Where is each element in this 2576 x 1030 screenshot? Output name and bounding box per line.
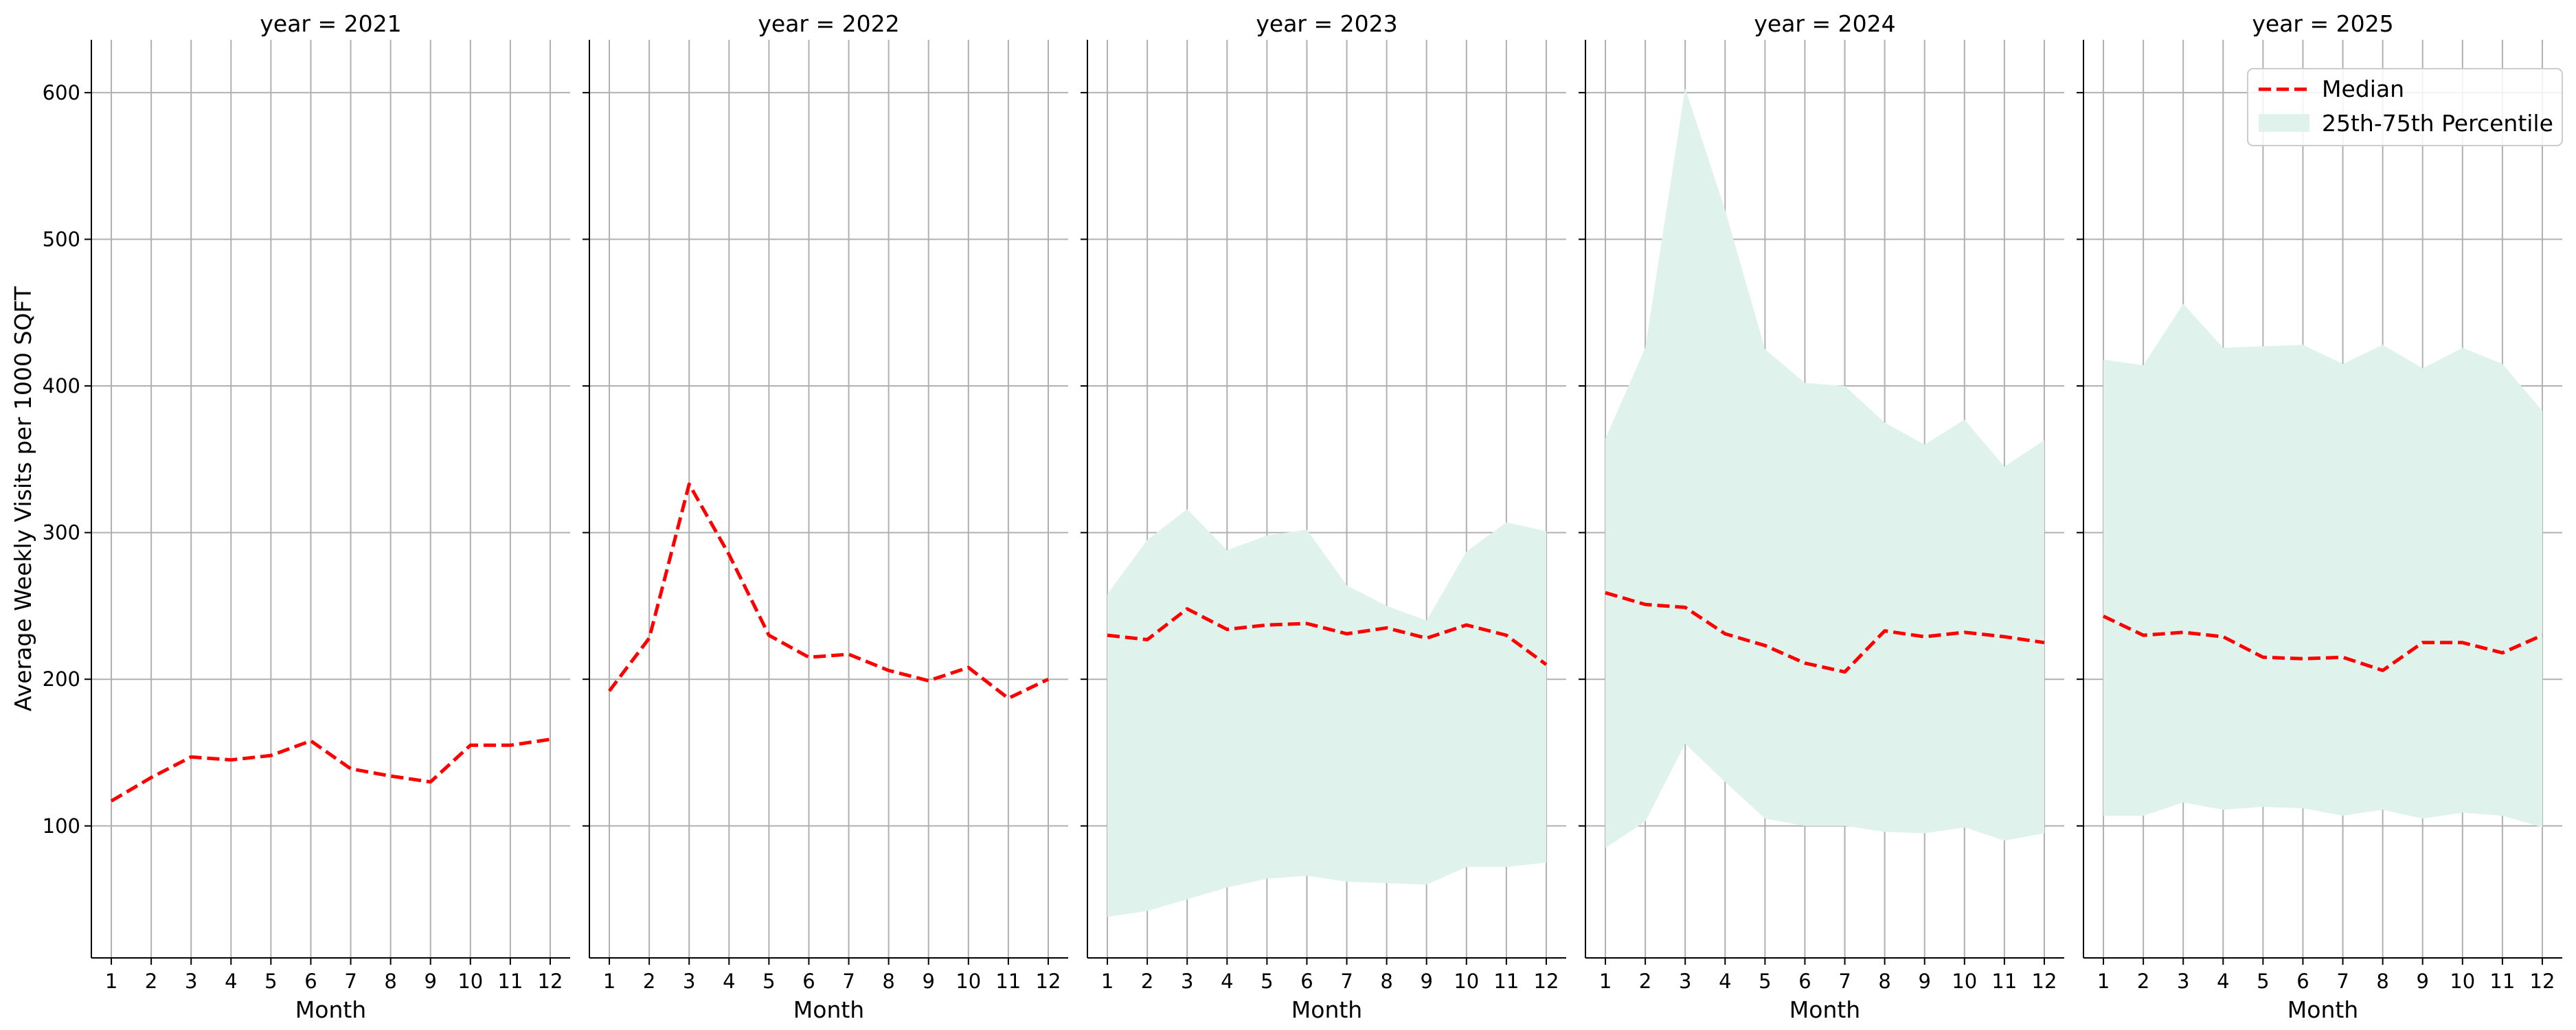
x-tick-label: 5 [1759,970,1771,993]
x-tick-label: 9 [922,970,934,993]
x-tick-label: 1 [1101,970,1114,993]
median-line [110,737,551,803]
y-axis-label: Average Weekly Visits per 1000 SQFT [10,286,36,711]
x-tick-label: 2 [2137,970,2149,993]
x-tick-label: 1 [603,970,615,993]
x-tick-label: 9 [1420,970,1432,993]
x-tick-label: 11 [1991,970,2017,993]
x-axis-label: Month [295,996,366,1023]
x-tick-label: 9 [424,970,436,993]
percentile-band [2103,304,2542,827]
x-tick-label: 11 [2489,970,2515,993]
x-tick-label: 7 [1340,970,1353,993]
legend: Median 25th-75th Percentile [2247,68,2563,146]
x-tick-label: 6 [1300,970,1313,993]
x-tick-label: 8 [1380,970,1392,993]
y-tick-label: 100 [43,814,80,838]
x-tick-label: 4 [1719,970,1731,993]
x-tick-label: 8 [2376,970,2388,993]
x-tick-label: 2 [643,970,655,993]
x-tick-label: 2 [145,970,157,993]
x-tick-label: 5 [762,970,775,993]
x-tick-label: 4 [2217,970,2229,993]
x-tick-label: 6 [304,970,317,993]
x-tick-label: 6 [1798,970,1811,993]
x-tick-label: 4 [723,970,735,993]
facet-title: year = 2024 [1754,10,1895,37]
median-line [2102,615,2543,672]
x-tick-label: 12 [2530,970,2555,993]
x-tick-label: 10 [457,970,483,993]
x-tick-label: 3 [683,970,695,993]
x-tick-label: 3 [1679,970,1691,993]
x-tick-label: 5 [2257,970,2269,993]
y-tick-label: 500 [43,227,80,251]
median-line [1605,591,2045,674]
x-axis-label: Month [793,996,864,1023]
x-tick-label: 12 [1036,970,1061,993]
x-tick-label: 10 [1952,970,1977,993]
x-tick-label: 5 [1261,970,1273,993]
legend-band-swatch [2259,114,2309,132]
y-tick-label: 300 [43,521,80,545]
x-tick-label: 1 [1599,970,1612,993]
x-tick-label: 2 [1141,970,1153,993]
legend-frame [2247,68,2563,146]
x-tick-label: 11 [1493,970,1519,993]
x-tick-label: 11 [497,970,523,993]
facet-title: year = 2021 [260,10,401,37]
x-tick-label: 8 [1878,970,1890,993]
facet-title: year = 2022 [758,10,899,37]
x-tick-label: 9 [2416,970,2428,993]
facet-title: year = 2023 [1256,10,1397,37]
x-tick-label: 7 [344,970,357,993]
median-line [608,482,1050,700]
x-axis-label: Month [1789,996,1860,1023]
y-tick-label: 400 [43,374,80,398]
facet-title: year = 2025 [2252,10,2393,37]
x-tick-label: 12 [2032,970,2057,993]
x-tick-label: 8 [384,970,396,993]
x-tick-label: 8 [882,970,894,993]
x-tick-label: 12 [538,970,563,993]
percentile-band [1605,88,2044,848]
x-tick-label: 3 [2177,970,2189,993]
x-tick-label: 4 [225,970,237,993]
x-tick-label: 3 [185,970,197,993]
x-tick-label: 12 [1534,970,1559,993]
x-tick-label: 6 [2296,970,2309,993]
x-tick-label: 9 [1918,970,1930,993]
median-line [1107,607,1548,666]
x-tick-label: 11 [995,970,1021,993]
legend-median-label: Median [2322,76,2404,102]
x-tick-label: 10 [1454,970,1479,993]
x-axis-label: Month [1291,996,1362,1023]
y-tick-label: 200 [43,667,80,691]
x-tick-label: 1 [2097,970,2110,993]
x-tick-label: 7 [842,970,855,993]
x-axis-label: Month [2287,996,2358,1023]
x-tick-label: 1 [105,970,117,993]
x-tick-label: 3 [1181,970,1193,993]
x-tick-label: 2 [1639,970,1651,993]
x-tick-label: 10 [2450,970,2475,993]
x-tick-label: 6 [802,970,815,993]
legend-band-label: 25th-75th Percentile [2322,110,2553,137]
percentile-band [1107,509,1546,917]
y-tick-label: 600 [43,81,80,104]
x-tick-label: 5 [264,970,277,993]
x-tick-label: 7 [1838,970,1851,993]
x-tick-label: 4 [1221,970,1233,993]
x-tick-label: 7 [2336,970,2349,993]
x-tick-label: 10 [956,970,981,993]
